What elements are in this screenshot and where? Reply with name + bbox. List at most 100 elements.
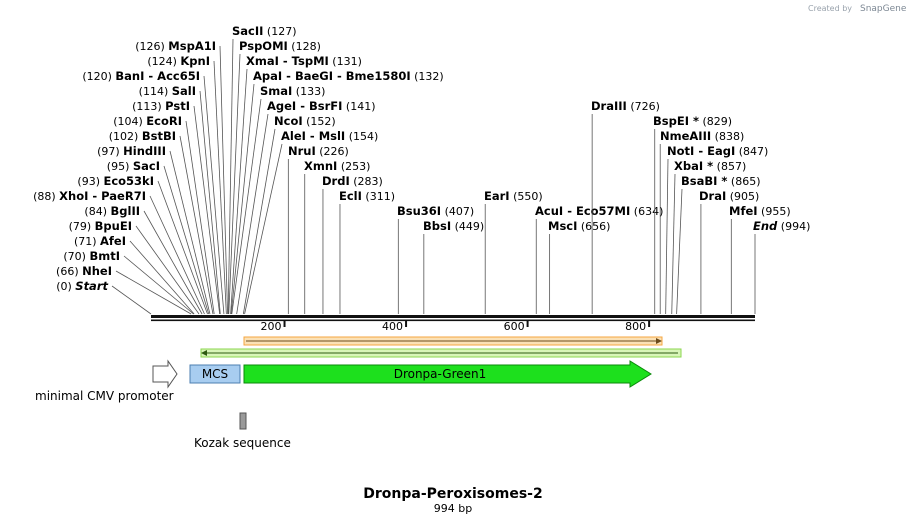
- site-bpuei-position: (79): [69, 220, 95, 233]
- site-bpuei[interactable]: (79) BpuEI: [69, 219, 200, 315]
- site-noti[interactable]: NotI - EagI (847): [665, 144, 769, 315]
- site-bsabi-label: BsaBI * (865): [681, 174, 761, 188]
- site-drai[interactable]: DraI (905): [699, 189, 759, 314]
- site-bmti-name-0: BmtI: [89, 249, 120, 263]
- site-kpni[interactable]: (124) KpnI: [147, 54, 227, 315]
- site-drdi-name-0: DrdI: [322, 174, 350, 188]
- site-drai-label: DraI (905): [699, 189, 759, 203]
- site-bspei[interactable]: BspEI * (829): [653, 114, 732, 314]
- site-xhoi[interactable]: (88) XhoI - PaeR7I: [33, 189, 205, 315]
- site-sacii-position: (127): [263, 25, 296, 38]
- dna-backbone: [151, 315, 755, 322]
- dronpa-green1-arrow[interactable]: [243, 360, 652, 388]
- site-xmai[interactable]: XmaI - TspMI (131): [230, 54, 362, 315]
- site-xmni[interactable]: XmnI (253): [304, 159, 370, 314]
- site-psti-name-0: PstI: [165, 99, 190, 113]
- site-mfei[interactable]: MfeI (955): [729, 204, 791, 314]
- site-nhei[interactable]: (66) NheI: [56, 264, 192, 315]
- site-saci[interactable]: (95) SacI: [107, 159, 210, 315]
- site-hindiii[interactable]: (97) HindIII: [97, 144, 211, 315]
- site-bpuei-name-0: BpuEI: [95, 219, 132, 233]
- site-msci-name-0: MscI: [548, 219, 577, 233]
- site-afei-leader: [129, 240, 195, 315]
- site-alei[interactable]: AleI - MslI (154): [244, 129, 379, 315]
- site-apai-position: (132): [411, 70, 444, 83]
- site-end[interactable]: End (994): [753, 219, 810, 314]
- site-pspomi-name-0: PspOMI: [239, 39, 288, 53]
- site-xmni-label: XmnI (253): [304, 159, 370, 173]
- site-ecori[interactable]: (104) EcoRI: [113, 114, 215, 315]
- site-xmai-position: (131): [329, 55, 362, 68]
- site-saci-position: (95): [107, 160, 133, 173]
- site-bmti[interactable]: (70) BmtI: [63, 249, 194, 315]
- promoter-arrow[interactable]: [152, 359, 178, 389]
- site-eari[interactable]: EarI (550): [484, 189, 543, 314]
- site-nmeaiii[interactable]: NmeAIII (838): [659, 129, 744, 314]
- site-draiii[interactable]: DraIII (726): [591, 99, 660, 314]
- site-hindiii-label: (97) HindIII: [97, 144, 166, 158]
- mcs-box[interactable]: [189, 364, 241, 384]
- site-ecli[interactable]: EclI (311): [339, 189, 395, 314]
- site-nmeaiii-label: NmeAIII (838): [660, 129, 744, 143]
- kozak-box[interactable]: [239, 412, 247, 430]
- site-apai[interactable]: ApaI - BaeGI - Bme1580I (132): [230, 69, 444, 315]
- site-bsu36i-position: (407): [441, 205, 474, 218]
- site-alei-name-1: - MslI: [306, 129, 345, 143]
- site-ecli-position: (311): [362, 190, 395, 203]
- site-xhoi-name-0: XhoI: [59, 189, 88, 203]
- site-bmti-label: (70) BmtI: [63, 249, 120, 263]
- primer-bands: [200, 336, 682, 358]
- site-afei[interactable]: (71) AfeI: [74, 234, 195, 315]
- site-nrui-position: (226): [316, 145, 349, 158]
- site-ncoi[interactable]: NcoI (152): [242, 114, 336, 315]
- site-xmni-name-0: XmnI: [304, 159, 337, 173]
- site-alei-position: (154): [345, 130, 378, 143]
- site-drdi[interactable]: DrdI (283): [322, 174, 383, 314]
- site-smai[interactable]: SmaI (133): [231, 84, 326, 315]
- site-xhoi-leader: [149, 195, 205, 315]
- site-sacii[interactable]: SacII (127): [227, 24, 297, 315]
- site-mspa1i-name-0: MspA1I: [168, 39, 216, 53]
- site-xmni-position: (253): [337, 160, 370, 173]
- site-start[interactable]: (0) Start: [56, 279, 152, 315]
- site-bglii[interactable]: (84) BglII: [84, 204, 203, 315]
- site-bani[interactable]: (120) BanI - Acc65I: [82, 69, 225, 315]
- site-bbsi[interactable]: BbsI (449): [423, 219, 484, 314]
- site-draiii-name-0: DraIII: [591, 99, 627, 113]
- site-sali-leader: [199, 90, 221, 315]
- site-pspomi-label: PspOMI (128): [239, 39, 321, 53]
- ruler-label-800: 800: [625, 320, 646, 333]
- site-end-label: End (994): [753, 219, 810, 233]
- site-agei-leader: [236, 113, 269, 315]
- site-ecori-leader: [185, 120, 215, 315]
- site-kpni-leader: [213, 60, 227, 315]
- site-bsabi-position: (865): [727, 175, 760, 188]
- site-start-label: (0) Start: [56, 279, 108, 293]
- site-nrui[interactable]: NruI (226): [287, 144, 349, 314]
- site-nmeaiii-name-0: NmeAIII: [660, 129, 711, 143]
- site-noti-label: NotI - EagI (847): [667, 144, 768, 158]
- site-psti-position: (113): [132, 100, 165, 113]
- site-bstbi[interactable]: (102) BstBI: [109, 129, 214, 315]
- site-acui-position: (634): [630, 205, 663, 218]
- site-draiii-label: DraIII (726): [591, 99, 660, 113]
- site-mspa1i[interactable]: (126) MspA1I: [135, 39, 228, 315]
- site-nrui-label: NruI (226): [288, 144, 349, 158]
- site-sali[interactable]: (114) SalI: [139, 84, 221, 315]
- site-sacii-label: SacII (127): [232, 24, 297, 38]
- site-mfei-name-0: MfeI: [729, 204, 758, 218]
- site-xbai[interactable]: XbaI * (857): [671, 159, 746, 315]
- promoter-label: minimal CMV promoter: [35, 389, 174, 403]
- site-alei-leader: [244, 143, 283, 315]
- site-eco53ki-name-0: Eco53kI: [103, 174, 154, 188]
- site-ncoi-leader: [242, 128, 276, 315]
- site-msci[interactable]: MscI (656): [548, 219, 610, 314]
- site-drai-position: (905): [726, 190, 759, 203]
- site-bsu36i[interactable]: Bsu36I (407): [397, 204, 474, 314]
- site-agei[interactable]: AgeI - BsrFI (141): [236, 99, 376, 315]
- site-psti[interactable]: (113) PstI: [132, 99, 221, 315]
- site-pspomi[interactable]: PspOMI (128): [228, 39, 321, 315]
- site-eco53ki[interactable]: (93) Eco53kI: [77, 174, 208, 315]
- site-bsabi[interactable]: BsaBI * (865): [676, 174, 761, 315]
- site-xbai-leader: [671, 173, 676, 315]
